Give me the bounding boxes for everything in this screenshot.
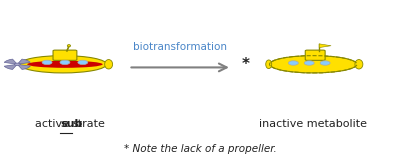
FancyBboxPatch shape	[53, 50, 77, 60]
Ellipse shape	[105, 60, 113, 69]
Wedge shape	[4, 64, 17, 69]
Text: * Note the lack of a propeller.: * Note the lack of a propeller.	[124, 144, 276, 154]
Ellipse shape	[320, 61, 330, 65]
Wedge shape	[17, 59, 30, 64]
Wedge shape	[4, 59, 17, 64]
Text: sub: sub	[60, 119, 82, 129]
Ellipse shape	[270, 56, 357, 73]
Ellipse shape	[355, 60, 363, 69]
Ellipse shape	[288, 61, 298, 65]
Ellipse shape	[304, 61, 314, 65]
FancyBboxPatch shape	[305, 50, 325, 60]
Text: strate: strate	[72, 119, 105, 129]
Wedge shape	[17, 64, 30, 69]
Ellipse shape	[14, 63, 20, 65]
Polygon shape	[319, 44, 331, 48]
Ellipse shape	[67, 45, 70, 47]
Ellipse shape	[42, 60, 52, 65]
Ellipse shape	[78, 60, 88, 65]
Ellipse shape	[27, 61, 103, 68]
Text: active: active	[35, 119, 73, 129]
Ellipse shape	[60, 60, 70, 65]
Ellipse shape	[266, 60, 272, 69]
Text: *: *	[242, 57, 250, 72]
Ellipse shape	[19, 56, 107, 73]
Text: inactive metabolite: inactive metabolite	[259, 119, 367, 129]
Text: biotransformation: biotransformation	[133, 42, 227, 52]
